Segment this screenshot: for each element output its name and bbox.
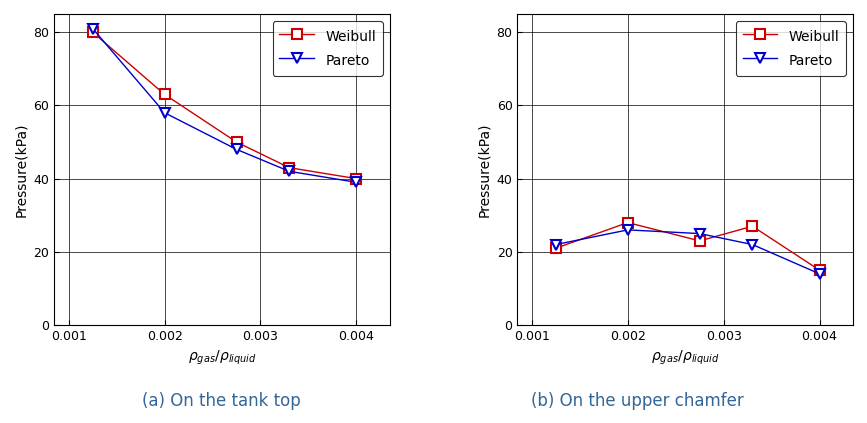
Line: Pareto: Pareto — [551, 225, 825, 279]
Weibull — [551, 246, 561, 251]
Weibull — [88, 30, 98, 35]
Pareto — [160, 110, 170, 115]
Pareto — [623, 228, 633, 233]
Legend: Weibull, Pareto: Weibull, Pareto — [272, 21, 383, 76]
Pareto — [284, 169, 295, 174]
Weibull — [747, 224, 758, 229]
Weibull — [231, 140, 242, 145]
Weibull — [814, 268, 825, 273]
Text: (b) On the upper chamfer: (b) On the upper chamfer — [531, 392, 744, 410]
Weibull — [694, 238, 705, 243]
Line: Weibull: Weibull — [551, 218, 825, 275]
Weibull — [160, 92, 170, 97]
Line: Weibull: Weibull — [88, 27, 362, 184]
X-axis label: $\it{\rho}$$_{gas}$/$\it{\rho}$$_{liquid}$: $\it{\rho}$$_{gas}$/$\it{\rho}$$_{liquid… — [188, 349, 257, 367]
Pareto — [694, 231, 705, 236]
Y-axis label: Pressure(kPa): Pressure(kPa) — [14, 122, 28, 217]
Pareto — [88, 26, 98, 31]
Line: Pareto: Pareto — [88, 24, 362, 187]
Pareto — [814, 271, 825, 276]
Pareto — [351, 180, 362, 185]
Pareto — [231, 147, 242, 152]
Weibull — [351, 176, 362, 181]
Pareto — [551, 242, 561, 247]
Weibull — [284, 165, 295, 170]
X-axis label: $\it{\rho}$$_{gas}$/$\it{\rho}$$_{liquid}$: $\it{\rho}$$_{gas}$/$\it{\rho}$$_{liquid… — [651, 349, 720, 367]
Legend: Weibull, Pareto: Weibull, Pareto — [736, 21, 846, 76]
Text: (a) On the tank top: (a) On the tank top — [141, 392, 301, 410]
Pareto — [747, 242, 758, 247]
Y-axis label: Pressure(kPa): Pressure(kPa) — [477, 122, 491, 217]
Weibull — [623, 220, 633, 225]
